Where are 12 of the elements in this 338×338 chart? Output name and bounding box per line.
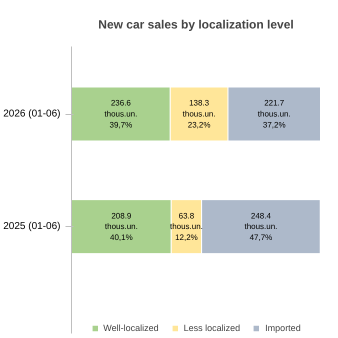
chart-title: New car sales by localization level [98,18,294,32]
data-label: 208.9 thous.un. 40,1% [104,211,138,242]
data-label: 63.8 thous.un. 12,2% [170,211,203,242]
legend-label: Well-localized [103,323,159,333]
legend-label: Imported [265,323,301,333]
data-label: 138.3 thous.un. 23,2% [182,98,216,130]
data-label: 236.6 thous.un. 39,7% [104,98,138,130]
data-label: 248.4 thous.un. 47,7% [244,211,278,242]
y-tick-label: 2026 (01-06) [3,108,61,120]
legend-label: Less localized [184,323,240,333]
y-tick-label: 2025 (01-06) [3,221,61,232]
data-label: 221.7 thous.un. 37,2% [258,98,291,130]
